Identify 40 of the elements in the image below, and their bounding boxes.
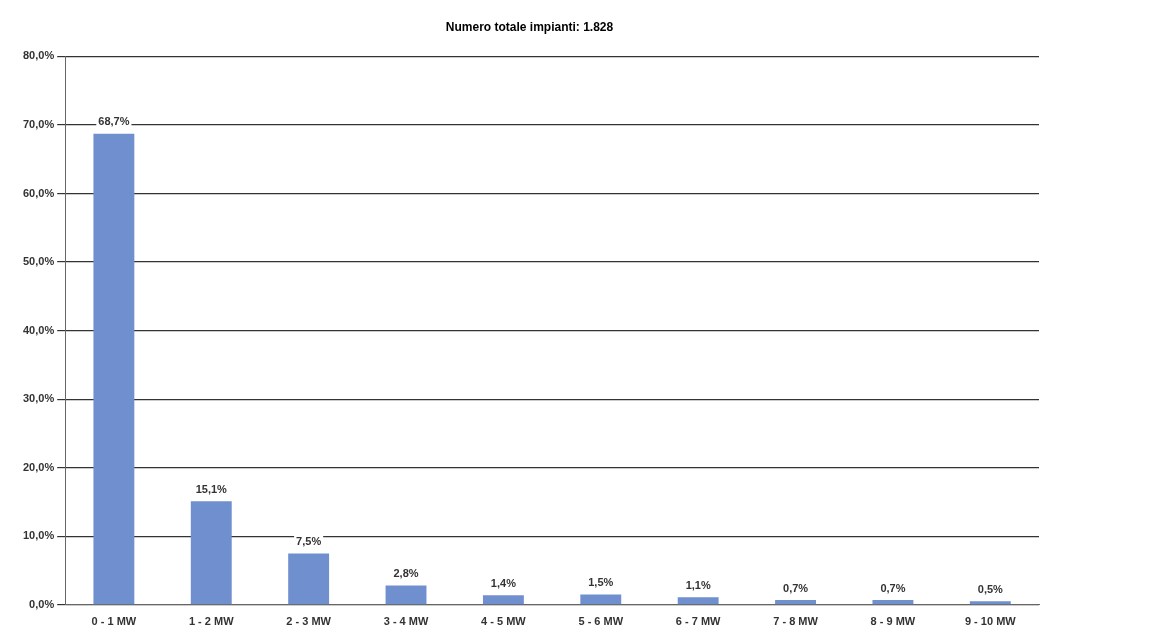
bar xyxy=(93,133,135,605)
x-tick-label: 4 - 5 MW xyxy=(481,615,527,628)
bar xyxy=(385,585,427,605)
x-tick-label: 9 - 10 MW xyxy=(964,615,1017,628)
y-tick-label: 40,0% xyxy=(22,323,55,336)
y-tick-label: 80,0% xyxy=(22,49,55,62)
x-tick-label: 1 - 2 MW xyxy=(188,615,235,628)
x-tick-label: 0 - 1 MW xyxy=(91,615,137,628)
y-tick-label: 60,0% xyxy=(22,186,55,199)
data-label: 1,5% xyxy=(588,576,614,589)
y-tick-label: 10,0% xyxy=(22,529,55,542)
data-label: 0,5% xyxy=(977,582,1004,595)
data-label: 2,8% xyxy=(393,567,419,580)
data-label: 15,1% xyxy=(195,482,228,495)
y-tick-label: 0,0% xyxy=(29,597,55,610)
x-tick-label: 2 - 3 MW xyxy=(286,615,332,628)
y-tick-label: 70,0% xyxy=(22,117,55,130)
data-label: 0,7% xyxy=(880,581,906,594)
x-tick-label: 8 - 9 MW xyxy=(870,615,916,628)
x-tick-label: 5 - 6 MW xyxy=(578,615,624,628)
y-tick-label: 50,0% xyxy=(22,255,55,268)
x-tick-label: 6 - 7 MW xyxy=(675,615,722,628)
bar xyxy=(677,597,719,605)
bar xyxy=(775,600,816,605)
y-tick-label: 30,0% xyxy=(22,392,55,405)
bar xyxy=(482,595,524,605)
data-label: 0,7% xyxy=(783,581,809,594)
x-tick-label: 7 - 8 MW xyxy=(773,615,819,628)
bar xyxy=(288,553,330,605)
chart-title: Numero totale impianti: 1.828 xyxy=(445,19,614,34)
bar xyxy=(190,501,232,605)
data-label: 68,7% xyxy=(98,115,130,128)
data-label: 1,4% xyxy=(490,576,517,589)
bar xyxy=(872,600,914,605)
data-label: 1,1% xyxy=(685,578,711,591)
bar xyxy=(580,594,622,605)
bar xyxy=(969,601,1011,605)
data-label: 7,5% xyxy=(296,534,322,547)
x-tick-label: 3 - 4 MW xyxy=(383,615,429,628)
y-tick-label: 20,0% xyxy=(22,460,55,473)
